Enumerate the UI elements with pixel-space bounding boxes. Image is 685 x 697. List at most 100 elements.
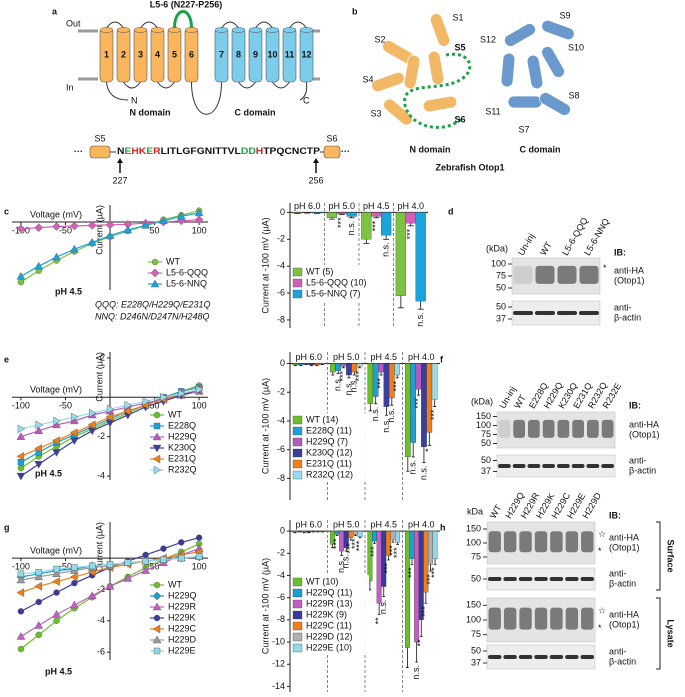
helix-number: 8: [236, 49, 241, 59]
kda-marker: 37: [496, 313, 506, 323]
kda-marker: 50: [481, 438, 491, 448]
marker: [178, 389, 186, 398]
y-tick-label: -2: [97, 584, 105, 594]
blot-band: [513, 311, 533, 315]
legend-marker: [152, 624, 161, 634]
category-label: pH 6.0: [295, 352, 322, 362]
legend-label: H229D: [168, 634, 197, 644]
x-tick-label: 100: [192, 561, 207, 571]
marker: [105, 419, 115, 428]
residue-number: 256: [308, 175, 323, 185]
legend-swatch: [292, 267, 303, 277]
bar: [335, 363, 342, 371]
kda-marker: 75: [481, 429, 491, 439]
bar: [340, 363, 347, 367]
x-tick-label: -50: [59, 561, 72, 571]
marker: [52, 449, 61, 457]
legend-marker: [151, 258, 159, 266]
kda-marker: 50: [471, 645, 481, 655]
bar: [414, 530, 420, 643]
legend-label: E231Q: [168, 453, 196, 463]
bar: [372, 530, 377, 542]
blot-band: [565, 607, 579, 630]
marker: [53, 416, 61, 426]
y-tick-label: -6: [277, 592, 285, 602]
panel-label: d: [448, 206, 454, 216]
bar: [376, 530, 382, 604]
marker: [16, 452, 25, 461]
marker: [34, 621, 44, 629]
significance: ***: [354, 540, 364, 551]
structure-helix: [500, 52, 516, 88]
category-label: pH 4.5: [370, 352, 397, 362]
bar: [346, 212, 357, 217]
legend-label: R232Q: [168, 464, 197, 474]
y-axis-label: Current at -100 mV (µA): [260, 558, 270, 654]
significance: ***: [413, 398, 423, 409]
ellipsis: ···: [341, 146, 350, 156]
blot-band: [503, 607, 517, 630]
x-tick-label: 100: [192, 401, 207, 411]
blot-band: [580, 655, 594, 659]
loop: [272, 81, 290, 89]
bar: [306, 530, 312, 533]
marker: [70, 600, 79, 609]
marker: [71, 564, 78, 571]
legend-label: WT (10): [306, 576, 338, 586]
category-label: pH 5.0: [328, 201, 355, 211]
helix-label-bold: S6: [454, 114, 465, 124]
kda-marker: 75: [496, 270, 506, 280]
marker: [34, 261, 44, 270]
marker: [88, 562, 96, 570]
blot-band: [503, 655, 517, 659]
significance: *: [424, 448, 434, 452]
marker: [160, 556, 167, 563]
panel-label: f: [440, 354, 444, 364]
legend-label: H229Q: [168, 431, 197, 441]
panel-label: c: [4, 206, 9, 216]
section-brace: [656, 521, 661, 591]
legend-marker: [153, 581, 161, 589]
bar: [339, 530, 345, 552]
marker: [195, 385, 204, 394]
marker: [123, 574, 133, 582]
legend-swatch: [292, 632, 303, 642]
structure-helix: [541, 19, 575, 41]
loop: [289, 21, 307, 29]
n-terminus: [106, 81, 129, 101]
legend-box: [291, 265, 369, 301]
blot-band: [565, 577, 579, 581]
blot-band: [535, 311, 555, 315]
x-tick-label: 100: [192, 225, 207, 235]
loop: [157, 81, 175, 89]
category-label: pH 5.0: [333, 519, 360, 529]
marker: [17, 608, 25, 615]
bar: [381, 530, 387, 587]
bar: [431, 363, 438, 400]
helix-number: 9: [253, 49, 258, 59]
helix-number: 4: [155, 49, 160, 59]
legend-marker: [153, 422, 161, 430]
marker: [35, 568, 42, 576]
bar: [432, 530, 438, 559]
marker: [53, 565, 60, 573]
bar: [395, 212, 406, 296]
kda-label: kDa: [467, 506, 483, 516]
band-symbol: *: [598, 623, 602, 633]
blot-band: [498, 464, 511, 468]
category-label: pH 4.0: [408, 519, 435, 529]
antibody-label: (Otop1): [629, 429, 660, 439]
residues: H: [256, 146, 263, 156]
marker: [176, 211, 186, 220]
marker: [87, 237, 97, 246]
marker: [17, 464, 25, 472]
y-tick-label: -2: [97, 431, 105, 441]
helix-top: [214, 27, 229, 33]
condition-label: pH 4.5: [35, 468, 62, 478]
y-axis-label: Current at -100 mV (µA): [260, 378, 270, 474]
legend-label: E228Q (11): [306, 425, 352, 435]
significance: n.s.: [336, 559, 346, 574]
bar: [310, 530, 316, 532]
significance: ***: [429, 567, 439, 578]
